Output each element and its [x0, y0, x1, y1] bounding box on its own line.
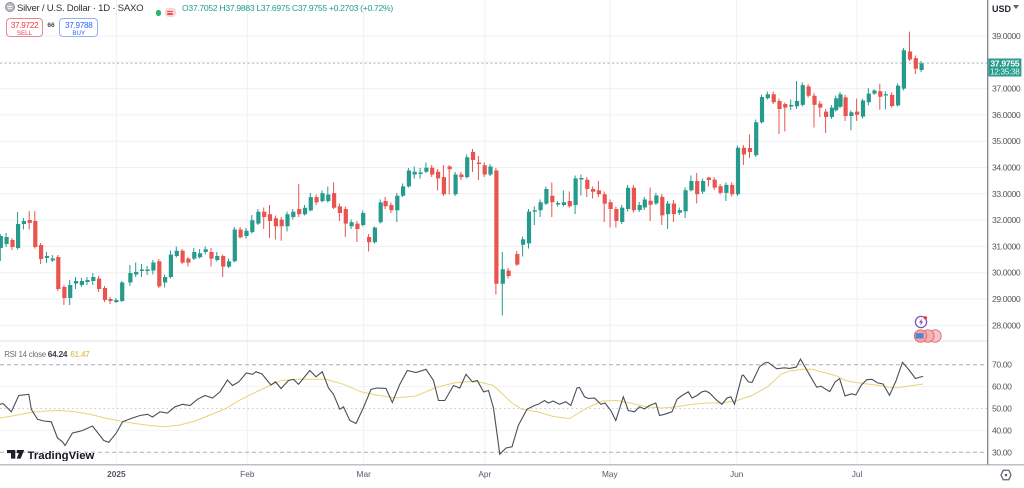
svg-text:TradingView: TradingView — [27, 450, 94, 461]
svg-text:31.0000: 31.0000 — [992, 241, 1021, 251]
svg-text:29.0000: 29.0000 — [992, 294, 1021, 304]
svg-text:40.00: 40.00 — [992, 425, 1012, 435]
svg-text:Mar: Mar — [357, 469, 372, 479]
svg-text:Apr: Apr — [478, 469, 491, 479]
svg-text:50.00: 50.00 — [992, 404, 1012, 414]
svg-text:Jun: Jun — [730, 469, 744, 479]
svg-text:60.00: 60.00 — [992, 382, 1012, 392]
svg-text:28.0000: 28.0000 — [992, 320, 1021, 330]
svg-text:70.00: 70.00 — [992, 360, 1012, 370]
svg-text:Feb: Feb — [240, 469, 255, 479]
svg-text:32.0000: 32.0000 — [992, 215, 1021, 225]
svg-text:2025: 2025 — [107, 469, 126, 479]
svg-text:34.0000: 34.0000 — [992, 163, 1021, 173]
svg-text:36.0000: 36.0000 — [992, 110, 1021, 120]
svg-text:12:35:38: 12:35:38 — [990, 68, 1020, 77]
svg-text:39.0000: 39.0000 — [992, 31, 1021, 41]
svg-text:33.0000: 33.0000 — [992, 189, 1021, 199]
svg-text:37.0000: 37.0000 — [992, 84, 1021, 94]
svg-text:May: May — [602, 469, 619, 479]
svg-text:Jul: Jul — [852, 469, 863, 479]
svg-text:30.0000: 30.0000 — [992, 268, 1021, 278]
svg-text:37.9755: 37.9755 — [990, 58, 1019, 68]
svg-text:30.00: 30.00 — [992, 447, 1012, 457]
svg-text:35.0000: 35.0000 — [992, 136, 1021, 146]
